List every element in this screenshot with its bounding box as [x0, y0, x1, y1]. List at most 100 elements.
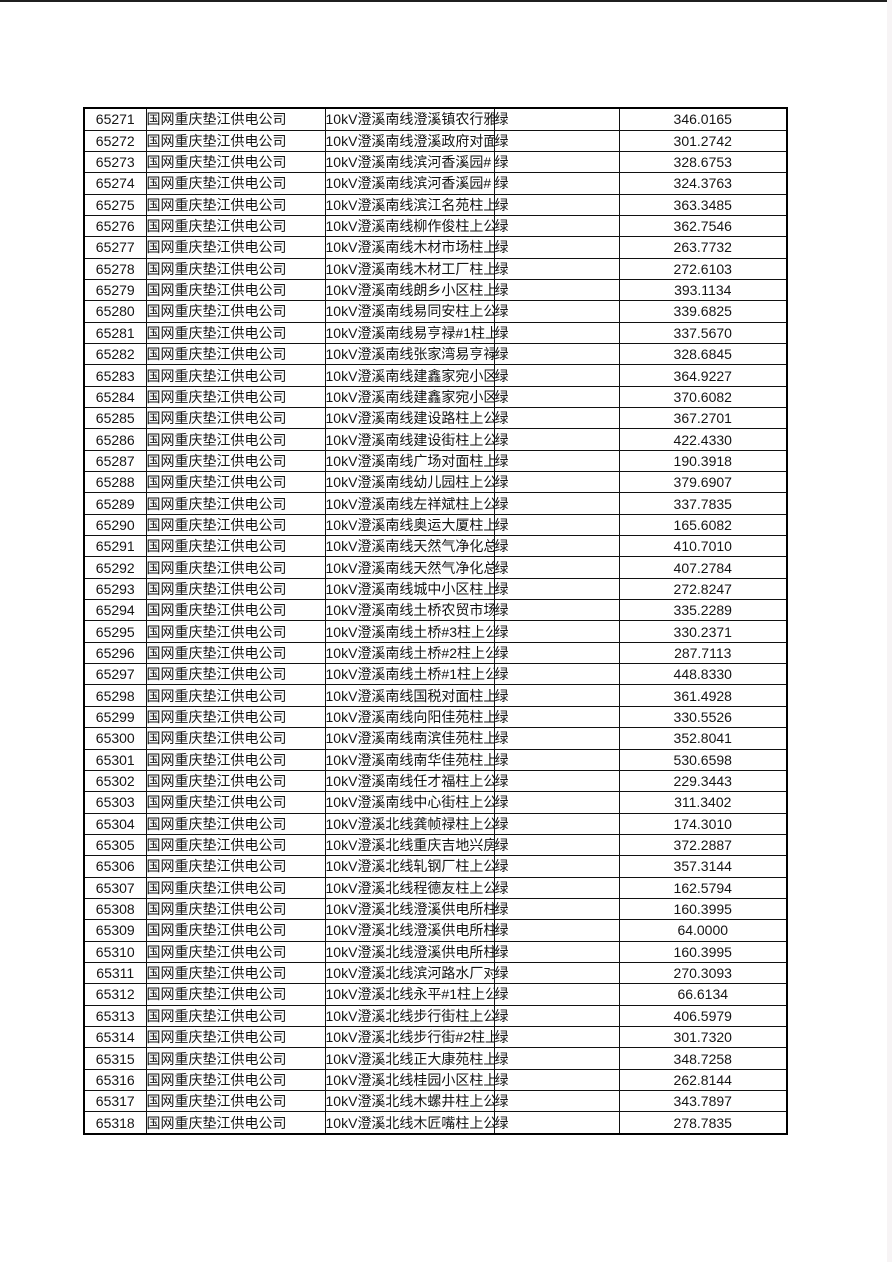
- table-row: 65276 国网重庆垫江供电公司 10kV澄溪南线柳作俊柱上公绿 362.7546: [83, 214, 788, 238]
- company-cell: 国网重庆垫江供电公司: [145, 214, 326, 238]
- table-row: 65287 国网重庆垫江供电公司 10kV澄溪南线广场对面柱上绿 190.3918: [83, 449, 788, 473]
- line-name-cell: 10kV澄溪南线建鑫家宛小区: [324, 385, 495, 409]
- value-cell: 362.7546: [618, 214, 788, 238]
- line-name-cell: 10kV澄溪南线建设街柱上公: [324, 428, 495, 451]
- table-row: 65311 国网重庆垫江供电公司 10kV澄溪北线滨河路水厂对绿 270.3093: [83, 961, 788, 985]
- row-id-cell: 65279: [83, 278, 147, 302]
- status-cell: 绿: [493, 1004, 620, 1027]
- company-cell: 国网重庆垫江供电公司: [145, 1068, 326, 1092]
- status-cell: 绿: [493, 471, 620, 494]
- row-id-cell: 65300: [83, 727, 147, 750]
- row-id-cell: 65314: [83, 1025, 147, 1049]
- table-row: 65303 国网重庆垫江供电公司 10kV澄溪南线中心街柱上公绿 311.3402: [83, 791, 788, 814]
- status-cell: 绿: [493, 983, 620, 1006]
- status-cell: 绿: [493, 449, 620, 473]
- value-cell: 270.3093: [618, 961, 788, 985]
- company-cell: 国网重庆垫江供电公司: [145, 897, 326, 921]
- company-cell: 国网重庆垫江供电公司: [145, 193, 326, 216]
- status-cell: 绿: [493, 961, 620, 985]
- company-cell: 国网重庆垫江供电公司: [145, 1004, 326, 1027]
- company-cell: 国网重庆垫江供电公司: [145, 278, 326, 302]
- table-row: 65301 国网重庆垫江供电公司 10kV澄溪南线南华佳苑柱上绿 530.6598: [83, 748, 788, 771]
- value-cell: 364.9227: [618, 364, 788, 387]
- line-name-cell: 10kV澄溪南线易同安柱上公: [324, 300, 495, 323]
- table-row: 65272 国网重庆垫江供电公司 10kV澄溪南线澄溪政府对面绿 301.2742: [83, 129, 788, 152]
- table-row: 65309 国网重庆垫江供电公司 10kV澄溪北线澄溪供电所柱绿 64.0000: [83, 919, 788, 942]
- status-cell: 绿: [493, 321, 620, 344]
- status-cell: 绿: [493, 407, 620, 430]
- row-id-cell: 65290: [83, 513, 147, 537]
- table-row: 65290 国网重庆垫江供电公司 10kV澄溪南线奥运大厦柱上绿 165.6082: [83, 513, 788, 537]
- line-name-cell: 10kV澄溪南线国税对面柱上: [324, 684, 495, 707]
- row-id-cell: 65304: [83, 812, 147, 835]
- status-cell: 绿: [493, 833, 620, 857]
- value-cell: 335.2289: [618, 599, 788, 622]
- status-cell: 绿: [493, 236, 620, 259]
- value-cell: 352.8041: [618, 727, 788, 750]
- value-cell: 407.2784: [618, 556, 788, 579]
- table-row: 65286 国网重庆垫江供电公司 10kV澄溪南线建设街柱上公绿 422.4330: [83, 428, 788, 451]
- line-name-cell: 10kV澄溪北线程德友柱上公: [324, 876, 495, 899]
- value-cell: 64.0000: [618, 919, 788, 942]
- line-name-cell: 10kV澄溪南线奥运大厦柱上: [324, 513, 495, 537]
- row-id-cell: 65286: [83, 428, 147, 451]
- row-id-cell: 65306: [83, 855, 147, 878]
- row-id-cell: 65276: [83, 214, 147, 238]
- line-name-cell: 10kV澄溪北线重庆吉地兴房: [324, 833, 495, 857]
- company-cell: 国网重庆垫江供电公司: [145, 150, 326, 174]
- row-id-cell: 65272: [83, 129, 147, 152]
- company-cell: 国网重庆垫江供电公司: [145, 300, 326, 323]
- value-cell: 330.5526: [618, 705, 788, 729]
- value-cell: 410.7010: [618, 535, 788, 558]
- line-name-cell: 10kV澄溪南线土桥农贸市场: [324, 599, 495, 622]
- value-cell: 379.6907: [618, 471, 788, 494]
- row-id-cell: 65298: [83, 684, 147, 707]
- table-row: 65293 国网重庆垫江供电公司 10kV澄溪南线城中小区柱上绿 272.8247: [83, 577, 788, 601]
- status-cell: 绿: [493, 150, 620, 174]
- status-cell: 绿: [493, 278, 620, 302]
- company-cell: 国网重庆垫江供电公司: [145, 129, 326, 152]
- status-cell: 绿: [493, 855, 620, 878]
- value-cell: 328.6753: [618, 150, 788, 174]
- status-cell: 绿: [493, 172, 620, 195]
- table-row: 65274 国网重庆垫江供电公司 10kV澄溪南线滨河香溪园# 绿 324.3763: [83, 172, 788, 195]
- company-cell: 国网重庆垫江供电公司: [145, 769, 326, 793]
- value-cell: 162.5794: [618, 876, 788, 899]
- value-cell: 324.3763: [618, 172, 788, 195]
- value-cell: 348.7258: [618, 1047, 788, 1070]
- value-cell: 301.7320: [618, 1025, 788, 1049]
- line-name-cell: 10kV澄溪南线建设路柱上公: [324, 407, 495, 430]
- company-cell: 国网重庆垫江供电公司: [145, 748, 326, 771]
- status-cell: 绿: [493, 1068, 620, 1092]
- table-row: 65281 国网重庆垫江供电公司 10kV澄溪南线易亨禄#1柱上绿 337.5670: [83, 321, 788, 344]
- line-name-cell: 10kV澄溪北线龚帧禄柱上公: [324, 812, 495, 835]
- table-row: 65275 国网重庆垫江供电公司 10kV澄溪南线滨江名苑柱上绿 363.3485: [83, 193, 788, 216]
- table-row: 65312 国网重庆垫江供电公司 10kV澄溪北线永平#1柱上公绿 66.6134: [83, 983, 788, 1006]
- table-row: 65289 国网重庆垫江供电公司 10kV澄溪南线左祥斌柱上公绿 337.7835: [83, 492, 788, 515]
- table-row: 65306 国网重庆垫江供电公司 10kV澄溪北线轧钢厂柱上公绿 357.3144: [83, 855, 788, 878]
- line-name-cell: 10kV澄溪南线滨江名苑柱上: [324, 193, 495, 216]
- status-cell: 绿: [493, 919, 620, 942]
- value-cell: 311.3402: [618, 791, 788, 814]
- value-cell: 278.7835: [618, 1111, 788, 1135]
- company-cell: 国网重庆垫江供电公司: [145, 172, 326, 195]
- row-id-cell: 65307: [83, 876, 147, 899]
- company-cell: 国网重庆垫江供电公司: [145, 556, 326, 579]
- status-cell: 绿: [493, 641, 620, 665]
- value-cell: 174.3010: [618, 812, 788, 835]
- power-line-data-table: 65271 国网重庆垫江供电公司 10kV澄溪南线澄溪镇农行雅绿 346.0165 65…: [83, 107, 788, 1135]
- row-id-cell: 65294: [83, 599, 147, 622]
- table-row: 65279 国网重庆垫江供电公司 10kV澄溪南线朗乡小区柱上绿 393.1134: [83, 278, 788, 302]
- row-id-cell: 65308: [83, 897, 147, 921]
- line-name-cell: 10kV澄溪南线土桥#2柱上公: [324, 641, 495, 665]
- line-name-cell: 10kV澄溪南线城中小区柱上: [324, 577, 495, 601]
- row-id-cell: 65271: [83, 107, 147, 131]
- value-cell: 357.3144: [618, 855, 788, 878]
- table-row: 65273 国网重庆垫江供电公司 10kV澄溪南线滨河香溪园# 绿 328.6753: [83, 150, 788, 174]
- line-name-cell: 10kV澄溪北线步行街#2柱上: [324, 1025, 495, 1049]
- status-cell: 绿: [493, 385, 620, 409]
- table-row: 65284 国网重庆垫江供电公司 10kV澄溪南线建鑫家宛小区绿 370.6082: [83, 385, 788, 409]
- row-id-cell: 65317: [83, 1090, 147, 1113]
- line-name-cell: 10kV澄溪南线张家湾易亨禄: [324, 342, 495, 366]
